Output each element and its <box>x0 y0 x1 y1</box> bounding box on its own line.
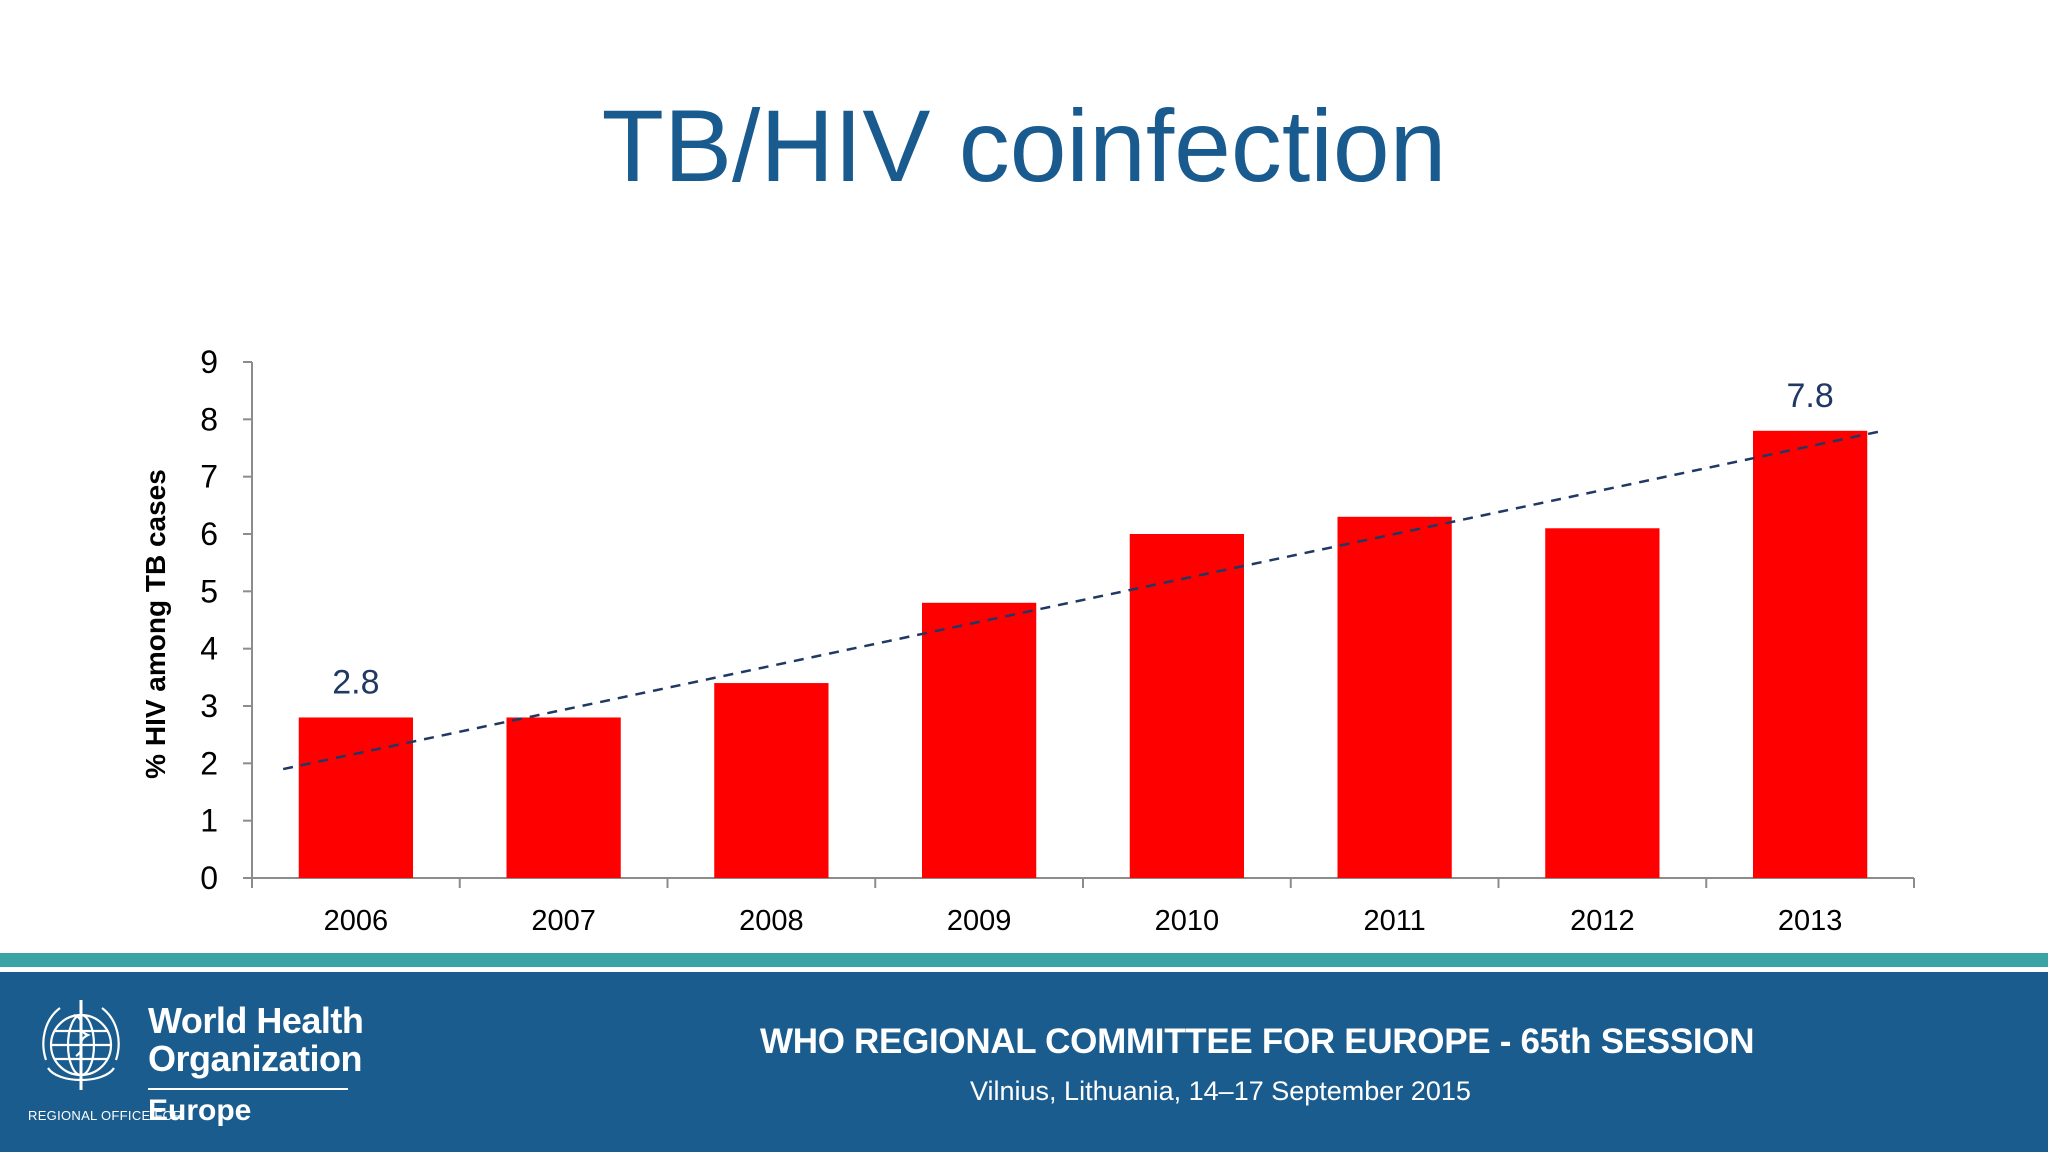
bar-2006 <box>298 717 414 878</box>
x-tick-label: 2011 <box>1363 905 1425 937</box>
y-tick-label: 9 <box>200 344 218 380</box>
y-tick-label: 5 <box>200 573 218 609</box>
y-tick-label: 3 <box>200 688 218 724</box>
footer-teal-stripe <box>0 953 2048 967</box>
y-axis-label-group: % HIV among TB cases <box>140 469 171 779</box>
bar-2012 <box>1545 528 1660 878</box>
labels: 2006 2007 2008 2009 2010 2011 2012 2013 2.8 7.8 <box>324 377 1843 937</box>
data-label-2006: 2.8 <box>332 663 379 701</box>
regional-office-label: REGIONAL OFFICE FOR <box>28 1108 183 1123</box>
data-label-2013: 7.8 <box>1786 377 1833 415</box>
x-tick-label: 2012 <box>1570 905 1635 937</box>
x-tick-label: 2009 <box>947 905 1012 937</box>
logo-divider <box>148 1088 348 1090</box>
x-tick-label: 2010 <box>1155 905 1220 937</box>
y-tick-label: 4 <box>200 631 218 667</box>
footer-band <box>0 953 2048 1152</box>
y-tick-label: 2 <box>200 745 218 781</box>
session-subtitle: Vilnius, Lithuania, 14–17 September 2015 <box>970 1076 1471 1106</box>
session-title: WHO REGIONAL COMMITTEE FOR EUROPE - 65th… <box>760 1022 1755 1061</box>
who-emblem-icon <box>42 1000 120 1090</box>
footer-white-stripe <box>0 967 2048 972</box>
y-tick-label: 1 <box>200 803 218 839</box>
region-label: Europe <box>148 1094 252 1127</box>
bar-2010 <box>1129 534 1245 878</box>
trendline-line <box>282 429 1884 771</box>
bars <box>298 430 1868 878</box>
y-tick-label: 7 <box>200 459 218 495</box>
x-tick-label: 2006 <box>324 905 389 937</box>
y-tick-label: 6 <box>200 516 218 552</box>
trendline <box>282 429 1884 771</box>
y-tick-label: 8 <box>200 401 218 437</box>
bar-chart: % HIV among TB cases 0 1 2 3 4 5 6 7 8 9 2006 2007… <box>140 344 1915 937</box>
x-tick-label: 2008 <box>739 905 804 937</box>
who-name: World Health Organization <box>148 1000 364 1079</box>
y-tick-label: 0 <box>200 860 218 896</box>
x-tick-label: 2007 <box>531 905 596 937</box>
bar-2007 <box>506 717 621 878</box>
bar-2011 <box>1337 516 1452 878</box>
x-tick-label: 2013 <box>1778 905 1843 937</box>
bar-2009 <box>921 602 1037 878</box>
bar-2013 <box>1752 430 1868 878</box>
bar-2008 <box>714 683 829 878</box>
slide-title: TB/HIV coinfection <box>601 89 1447 203</box>
who-name-line2: Organization <box>148 1038 363 1079</box>
y-axis-label: % HIV among TB cases <box>140 469 171 779</box>
who-name-line1: World Health <box>148 1000 364 1041</box>
